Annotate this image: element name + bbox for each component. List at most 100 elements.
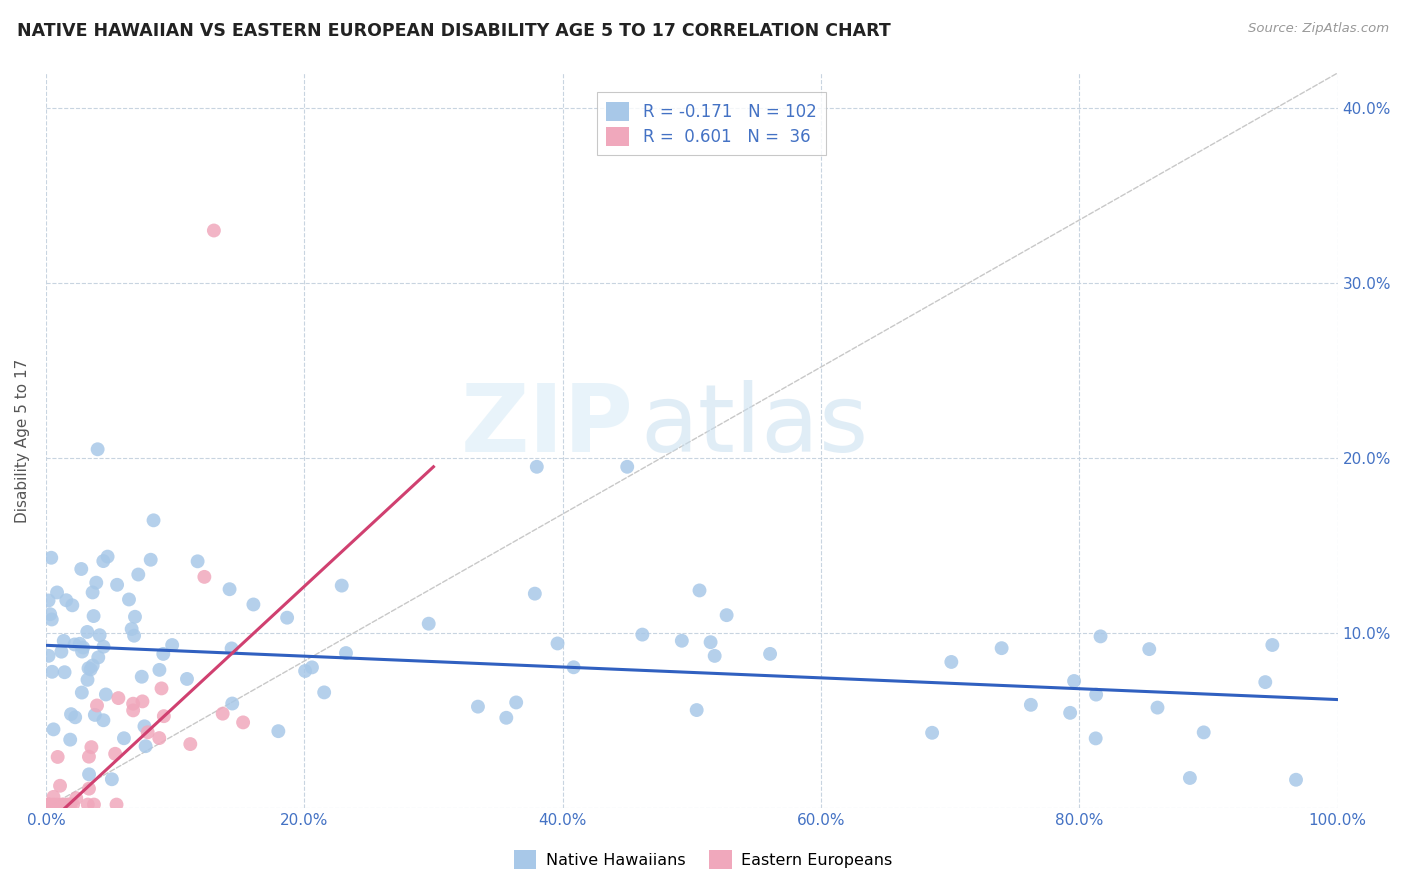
Point	[267, 724, 290, 739]
Point	[77, 767, 100, 781]
Point	[80, 740, 103, 755]
Point	[52, 633, 75, 648]
Point	[62, 797, 84, 812]
Point	[89, 628, 111, 642]
Point	[38, 797, 60, 812]
Point	[51, 645, 73, 659]
Point	[63, 710, 86, 724]
Point	[505, 696, 527, 710]
Point	[94, 688, 117, 702]
Point	[127, 567, 149, 582]
Point	[187, 554, 209, 568]
Point	[418, 616, 440, 631]
Point	[122, 697, 145, 711]
Point	[131, 694, 153, 708]
Point	[221, 697, 243, 711]
Point	[45, 797, 67, 812]
Point	[716, 608, 738, 623]
Point	[1261, 638, 1284, 652]
Point	[77, 661, 100, 675]
Point	[107, 691, 129, 706]
Point	[218, 582, 240, 597]
Point	[294, 664, 316, 678]
Point	[93, 640, 115, 654]
Point	[93, 713, 115, 727]
Point	[72, 640, 94, 655]
Y-axis label: Disability Age 5 to 17: Disability Age 5 to 17	[15, 359, 30, 523]
Point	[42, 797, 65, 812]
Point	[46, 750, 69, 764]
Point	[122, 629, 145, 643]
Point	[495, 711, 517, 725]
Point	[39, 607, 62, 622]
Text: ZIP: ZIP	[461, 380, 634, 472]
Point	[52, 797, 75, 812]
Point	[70, 644, 93, 658]
Point	[1059, 706, 1081, 720]
Point	[86, 442, 108, 457]
Point	[86, 698, 108, 713]
Point	[526, 459, 548, 474]
Point	[1192, 725, 1215, 739]
Point	[49, 779, 72, 793]
Point	[87, 650, 110, 665]
Point	[60, 707, 83, 722]
Legend: Native Hawaiians, Eastern Europeans: Native Hawaiians, Eastern Europeans	[506, 842, 900, 877]
Point	[176, 672, 198, 686]
Point	[759, 647, 782, 661]
Point	[97, 549, 120, 564]
Point	[105, 797, 128, 812]
Point	[1063, 673, 1085, 688]
Point	[276, 610, 298, 624]
Point	[124, 609, 146, 624]
Point	[83, 609, 105, 624]
Point	[631, 627, 654, 641]
Point	[42, 723, 65, 737]
Point	[77, 749, 100, 764]
Point	[84, 575, 107, 590]
Point	[70, 685, 93, 699]
Point	[193, 570, 215, 584]
Point	[148, 663, 170, 677]
Point	[671, 633, 693, 648]
Point	[38, 797, 60, 812]
Point	[547, 636, 569, 650]
Point	[1090, 629, 1112, 643]
Point	[699, 635, 721, 649]
Point	[134, 719, 156, 733]
Point	[148, 731, 170, 745]
Point	[82, 658, 104, 673]
Point	[53, 665, 76, 680]
Point	[314, 685, 336, 699]
Point	[83, 707, 105, 722]
Point	[1137, 642, 1160, 657]
Point	[104, 747, 127, 761]
Point	[41, 665, 63, 679]
Point	[689, 583, 711, 598]
Point	[1085, 688, 1108, 702]
Point	[150, 681, 173, 696]
Point	[38, 593, 60, 607]
Point	[152, 647, 174, 661]
Point	[101, 772, 124, 787]
Point	[38, 797, 60, 812]
Point	[38, 648, 60, 663]
Point	[121, 622, 143, 636]
Text: NATIVE HAWAIIAN VS EASTERN EUROPEAN DISABILITY AGE 5 TO 17 CORRELATION CHART: NATIVE HAWAIIAN VS EASTERN EUROPEAN DISA…	[17, 22, 890, 40]
Point	[1019, 698, 1042, 712]
Point	[135, 739, 157, 754]
Point	[46, 585, 69, 599]
Point	[301, 660, 323, 674]
Point	[136, 725, 159, 739]
Point	[59, 732, 82, 747]
Point	[139, 553, 162, 567]
Point	[41, 612, 63, 626]
Point	[990, 641, 1012, 656]
Point	[60, 599, 83, 613]
Point	[82, 585, 104, 599]
Text: atlas: atlas	[640, 380, 869, 472]
Point	[118, 592, 141, 607]
Point	[55, 593, 77, 607]
Point	[921, 726, 943, 740]
Point	[467, 699, 489, 714]
